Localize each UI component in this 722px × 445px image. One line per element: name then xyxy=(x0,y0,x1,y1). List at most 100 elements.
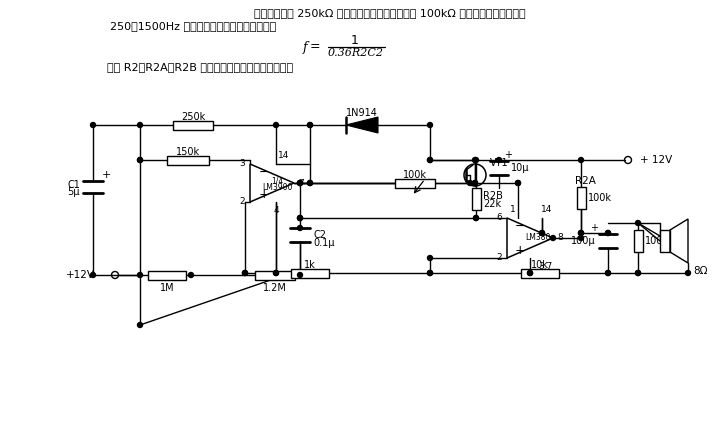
Circle shape xyxy=(137,323,142,328)
Bar xyxy=(471,188,481,210)
Text: +: + xyxy=(515,243,526,256)
Circle shape xyxy=(308,181,313,186)
Text: 22k: 22k xyxy=(483,199,501,209)
Text: 式中 R2＝R2A＋R2B 为运算放大器反馈支路总电阻。: 式中 R2＝R2A＋R2B 为运算放大器反馈支路总电阻。 xyxy=(107,62,293,72)
Bar xyxy=(660,230,670,252)
Text: 250～1500Hz 范围内变化，频率的计算公式是: 250～1500Hz 范围内变化，频率的计算公式是 xyxy=(110,21,276,31)
Circle shape xyxy=(297,226,303,231)
Circle shape xyxy=(468,181,472,186)
Circle shape xyxy=(297,181,303,186)
Circle shape xyxy=(474,215,479,221)
Text: 0.1μ: 0.1μ xyxy=(313,238,334,248)
Bar xyxy=(576,187,586,209)
Text: 150k: 150k xyxy=(176,147,200,157)
Circle shape xyxy=(274,271,279,275)
Polygon shape xyxy=(346,117,378,133)
Circle shape xyxy=(635,221,640,226)
Circle shape xyxy=(297,215,303,221)
Text: +: + xyxy=(101,170,110,180)
Circle shape xyxy=(297,181,303,186)
Text: + 12V: + 12V xyxy=(640,155,672,165)
Text: 100μ: 100μ xyxy=(571,236,596,246)
Text: LM3900: LM3900 xyxy=(262,183,292,193)
Circle shape xyxy=(685,271,690,275)
Circle shape xyxy=(606,271,611,275)
Text: 100k: 100k xyxy=(588,193,612,203)
Circle shape xyxy=(472,181,477,186)
Circle shape xyxy=(539,231,544,235)
Text: 2: 2 xyxy=(240,198,245,206)
Text: 1N914: 1N914 xyxy=(346,108,378,118)
Circle shape xyxy=(578,235,583,240)
Text: 100k: 100k xyxy=(403,170,427,180)
Circle shape xyxy=(427,271,432,275)
Bar xyxy=(173,121,213,129)
Circle shape xyxy=(578,231,583,235)
Text: +: + xyxy=(504,150,512,160)
Bar xyxy=(291,268,329,278)
Circle shape xyxy=(578,158,583,162)
Text: 5μ: 5μ xyxy=(67,187,80,197)
Circle shape xyxy=(274,271,279,275)
Circle shape xyxy=(606,231,611,235)
Text: 100: 100 xyxy=(645,236,664,246)
Circle shape xyxy=(497,158,502,162)
Circle shape xyxy=(308,181,313,186)
Circle shape xyxy=(274,122,279,128)
Circle shape xyxy=(308,122,313,128)
Circle shape xyxy=(243,271,248,275)
Text: 1/4: 1/4 xyxy=(271,177,283,186)
Text: f: f xyxy=(303,40,308,53)
Circle shape xyxy=(427,122,432,128)
Circle shape xyxy=(90,122,95,128)
Text: 1k: 1k xyxy=(304,260,316,270)
Text: 0.36R2C2: 0.36R2C2 xyxy=(328,48,384,58)
Circle shape xyxy=(137,158,142,162)
Bar xyxy=(395,178,435,187)
Circle shape xyxy=(528,271,533,275)
Text: 3: 3 xyxy=(239,159,245,169)
Text: +: + xyxy=(258,187,269,201)
Circle shape xyxy=(188,272,193,278)
Circle shape xyxy=(550,235,555,240)
Text: 1M: 1M xyxy=(160,283,174,293)
Circle shape xyxy=(474,215,479,221)
Circle shape xyxy=(516,181,521,186)
Circle shape xyxy=(427,158,432,162)
Text: 14: 14 xyxy=(542,205,552,214)
Circle shape xyxy=(137,122,142,128)
Circle shape xyxy=(297,215,303,221)
Circle shape xyxy=(635,271,640,275)
Circle shape xyxy=(427,158,432,162)
Circle shape xyxy=(427,255,432,260)
Circle shape xyxy=(539,231,544,235)
Text: +: + xyxy=(590,223,598,233)
Circle shape xyxy=(90,272,95,278)
Circle shape xyxy=(308,122,313,128)
Circle shape xyxy=(578,231,583,235)
Text: +12V: +12V xyxy=(66,270,95,280)
Text: −: − xyxy=(258,166,269,178)
Text: 2: 2 xyxy=(497,254,502,263)
Circle shape xyxy=(243,271,248,275)
Text: VT1: VT1 xyxy=(490,158,508,168)
Text: 6: 6 xyxy=(496,214,502,222)
Bar xyxy=(167,155,209,165)
Circle shape xyxy=(472,181,477,186)
Text: 1: 1 xyxy=(351,35,359,48)
Bar xyxy=(255,271,295,279)
Text: 4: 4 xyxy=(273,206,279,215)
Text: C1: C1 xyxy=(67,180,80,190)
Text: 8: 8 xyxy=(557,234,562,243)
Text: R2A: R2A xyxy=(575,176,596,186)
Circle shape xyxy=(137,272,142,278)
Circle shape xyxy=(297,181,303,186)
Circle shape xyxy=(635,271,640,275)
Text: 7: 7 xyxy=(298,178,304,187)
Circle shape xyxy=(474,158,479,162)
Bar xyxy=(521,268,559,278)
Bar xyxy=(148,271,186,279)
Text: R2B: R2B xyxy=(483,191,503,201)
Text: LM380: LM380 xyxy=(526,234,551,243)
Text: 3,7: 3,7 xyxy=(538,262,552,271)
